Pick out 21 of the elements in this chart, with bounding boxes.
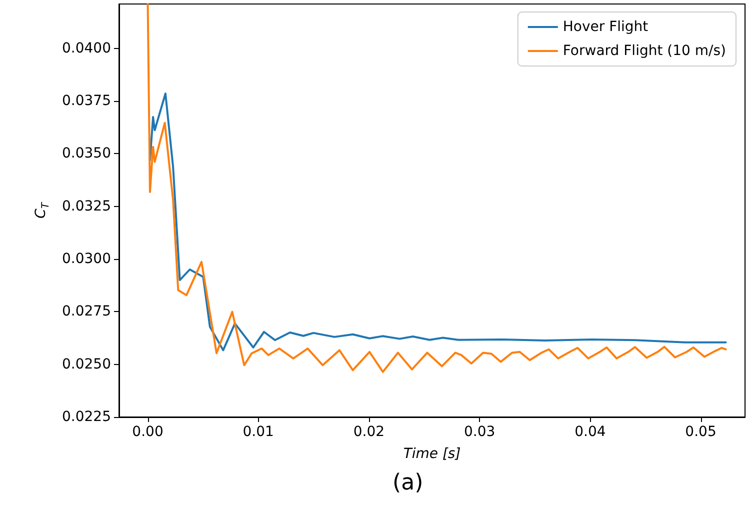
x-tick-label: 0.04 <box>574 424 606 440</box>
x-tick-label: 0.01 <box>242 424 274 440</box>
legend-label: Hover Flight <box>562 19 649 35</box>
x-tick-label: 0.03 <box>464 424 496 440</box>
line-series <box>148 92 727 352</box>
y-tick-label: 0.0400 <box>62 40 111 56</box>
y-axis-title: CT <box>33 202 52 218</box>
line-series <box>146 3 727 373</box>
x-tick-label: 0.05 <box>685 424 716 440</box>
x-tick-label: 0.02 <box>353 424 385 440</box>
y-tick-label: 0.0325 <box>62 198 111 214</box>
x-tick-label: 0.00 <box>132 424 164 440</box>
y-tick-label: 0.0250 <box>62 356 111 372</box>
y-tick-label: 0.0300 <box>62 250 111 267</box>
text: (a) <box>392 470 424 496</box>
y-tick-label: 0.0275 <box>62 304 111 320</box>
y-tick-label: 0.0350 <box>62 146 111 162</box>
y-tick-label: 0.0225 <box>62 409 111 425</box>
y-tick-label: 0.0375 <box>62 92 111 109</box>
legend-label: Forward Flight (10 m/s) <box>562 43 726 59</box>
x-axis-title: Time [s] <box>403 446 461 462</box>
